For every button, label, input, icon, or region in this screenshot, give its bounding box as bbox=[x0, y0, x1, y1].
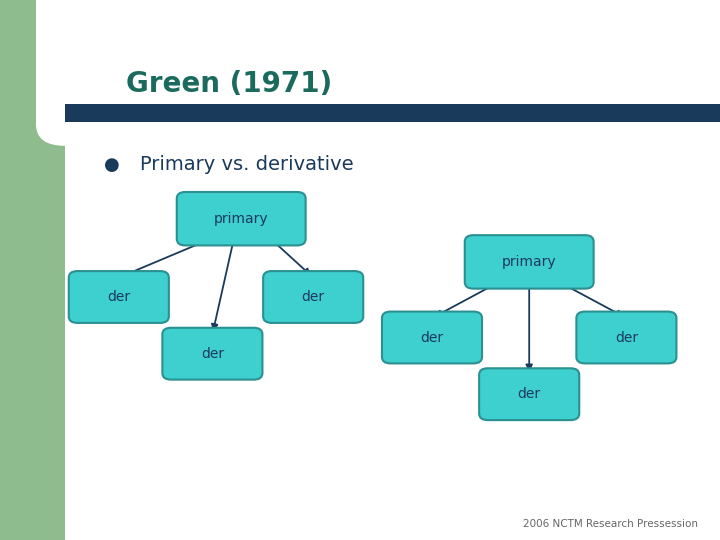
FancyBboxPatch shape bbox=[69, 271, 169, 323]
Text: Primary vs. derivative: Primary vs. derivative bbox=[140, 155, 354, 174]
Text: der: der bbox=[518, 387, 541, 401]
Text: der: der bbox=[302, 290, 325, 304]
FancyBboxPatch shape bbox=[264, 271, 363, 323]
Text: der: der bbox=[420, 330, 444, 345]
FancyBboxPatch shape bbox=[465, 235, 593, 288]
FancyBboxPatch shape bbox=[162, 328, 262, 380]
Bar bbox=[0, 0, 65, 540]
Text: der: der bbox=[107, 290, 130, 304]
FancyBboxPatch shape bbox=[480, 368, 579, 420]
Text: ●: ● bbox=[104, 156, 120, 174]
Bar bbox=[65, 104, 720, 122]
FancyBboxPatch shape bbox=[577, 312, 677, 363]
FancyBboxPatch shape bbox=[382, 312, 482, 363]
Bar bbox=[0, 0, 176, 108]
Text: Green (1971): Green (1971) bbox=[126, 70, 332, 98]
Text: der: der bbox=[615, 330, 638, 345]
Text: der: der bbox=[201, 347, 224, 361]
Text: primary: primary bbox=[502, 255, 557, 269]
Text: 2006 NCTM Research Pressession: 2006 NCTM Research Pressession bbox=[523, 519, 698, 529]
FancyBboxPatch shape bbox=[177, 192, 305, 245]
Bar bbox=[65, 70, 720, 124]
FancyBboxPatch shape bbox=[36, 0, 720, 146]
Text: primary: primary bbox=[214, 212, 269, 226]
